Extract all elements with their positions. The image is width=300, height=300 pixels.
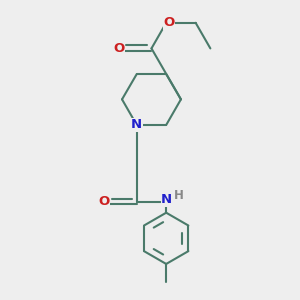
Text: H: H xyxy=(174,189,184,202)
Text: O: O xyxy=(164,16,175,29)
Text: N: N xyxy=(161,193,172,206)
Text: O: O xyxy=(113,42,125,55)
Text: O: O xyxy=(98,195,110,208)
Text: N: N xyxy=(131,118,142,131)
